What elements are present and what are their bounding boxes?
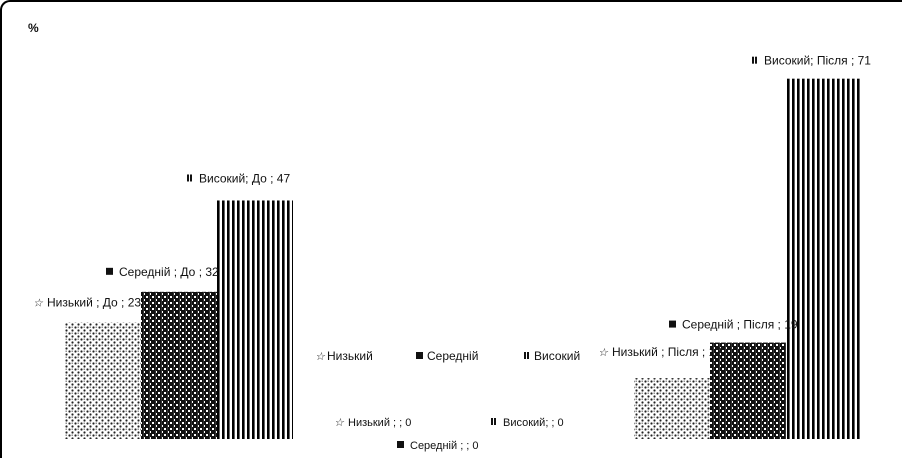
svg-text:Низький: Низький xyxy=(327,349,373,363)
bar-medium-1 xyxy=(710,342,786,439)
svg-text:☆: ☆ xyxy=(598,347,609,359)
bar-low-1 xyxy=(634,378,710,439)
data-label-high-1: Високий; Після ; 71 xyxy=(752,54,871,68)
data-label-medium-1: Середній ; Після ; 19 xyxy=(669,318,798,332)
data-label-low-1: ☆ Низький ; Після ; 12 xyxy=(598,345,722,359)
svg-text:Середній: Середній xyxy=(427,349,478,363)
bar-high-0 xyxy=(217,200,293,439)
legend-item-medium: Середній xyxy=(416,349,478,363)
data-label-medium-0: Середній ; До ; 32 xyxy=(106,265,219,279)
bar-low-0 xyxy=(65,322,141,439)
svg-text:Середній ; Після ; 19: Середній ; Після ; 19 xyxy=(682,318,798,332)
svg-text:☆: ☆ xyxy=(315,351,326,363)
y-axis-label: % xyxy=(28,21,39,35)
svg-text:☆: ☆ xyxy=(33,297,44,309)
legend-item-low: ☆ Низький xyxy=(315,349,373,363)
empty-label-low: ☆ Низький ; ; 0 xyxy=(334,417,411,429)
svg-text:Середній ; ; 0: Середній ; ; 0 xyxy=(410,440,479,452)
bar-high-1 xyxy=(786,78,862,440)
empty-label-medium: Середній ; ; 0 xyxy=(397,440,479,452)
svg-text:Низький ; До ; 23: Низький ; До ; 23 xyxy=(47,295,141,309)
svg-text:Високий; Після ; 71: Високий; Після ; 71 xyxy=(764,54,871,68)
svg-text:☆: ☆ xyxy=(334,417,345,429)
svg-text:Низький ; ; 0: Низький ; ; 0 xyxy=(348,417,411,429)
svg-text:Високий; ; 0: Високий; ; 0 xyxy=(503,417,564,429)
data-label-low-0: ☆ Низький ; До ; 23 xyxy=(33,295,141,309)
empty-label-high: Високий; ; 0 xyxy=(491,417,564,429)
legend-item-high: Високий xyxy=(524,349,580,363)
svg-text:Середній ; До ; 32: Середній ; До ; 32 xyxy=(119,265,219,279)
data-label-high-0: Високий; До ; 47 xyxy=(187,171,290,185)
svg-text:Високий; До ; 47: Високий; До ; 47 xyxy=(199,171,290,185)
svg-text:Високий: Високий xyxy=(534,349,580,363)
bar-medium-0 xyxy=(141,291,217,439)
svg-text:Низький ; Після ; 12: Низький ; Після ; 12 xyxy=(612,345,722,359)
